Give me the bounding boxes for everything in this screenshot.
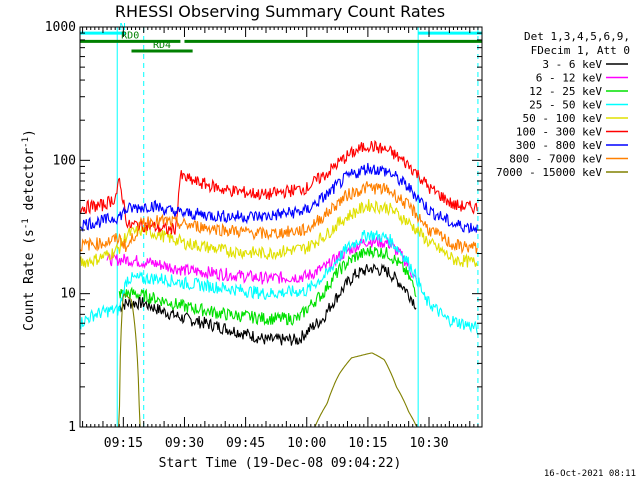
chart-title: RHESSI Observing Summary Count Rates <box>115 2 445 21</box>
legend-entry-1: 6 - 12 keV <box>536 72 603 85</box>
series-line-1 <box>106 235 417 285</box>
series-line-7 <box>79 181 478 255</box>
annotation-bar-label-2: RD0 <box>121 30 139 41</box>
x-axis-label: Start Time (19-Dec-08 09:04:22) <box>159 456 402 471</box>
x-tick-label-2: 09:45 <box>226 436 265 451</box>
series-line-8 <box>80 293 417 428</box>
series-line-5 <box>79 139 478 235</box>
y-axis-label-part2: detector <box>22 148 37 219</box>
y-tick-label-2: 100 <box>53 153 76 168</box>
legend-header-0: Det 1,3,4,5,6,9, <box>524 30 630 43</box>
legend-entry-2: 12 - 25 keV <box>529 85 602 98</box>
y-axis-label-part1: Count Rate (s <box>22 229 37 331</box>
legend-entry-3: 25 - 50 keV <box>529 99 602 112</box>
annotation-bar-label-0: N <box>120 22 126 33</box>
y-tick-label-3: 1000 <box>45 20 76 35</box>
x-tick-label-3: 10:00 <box>287 436 326 451</box>
legend-entry-5: 100 - 300 keV <box>516 126 602 139</box>
series-line-0 <box>118 263 417 346</box>
annotation-bar-label-4: RD4 <box>153 40 171 51</box>
legend-entry-0: 3 - 6 keV <box>542 58 602 71</box>
y-tick-label-0: 1 <box>68 420 76 435</box>
series-line-2 <box>118 246 417 326</box>
series-line-3 <box>79 229 478 334</box>
x-tick-label-1: 09:30 <box>165 436 204 451</box>
axes: 1 10 100 1000 09:15 09:30 09:45 10:00 10:15 10:30 <box>45 20 483 451</box>
y-axis-label: Count Rate (s-1 detector-1) <box>21 129 37 331</box>
x-tick-label-5: 10:30 <box>409 436 448 451</box>
footer-date: 16-Oct-2021 08:11 <box>544 469 636 479</box>
x-tick-label-4: 10:15 <box>348 436 387 451</box>
legend: Det 1,3,4,5,6,9,FDecim 1, Att 03 - 6 keV… <box>496 30 630 179</box>
y-axis-label-part3: ) <box>22 129 37 137</box>
legend-entry-7: 800 - 7000 keV <box>509 153 602 166</box>
legend-entry-6: 300 - 800 keV <box>516 139 602 152</box>
y-tick-label-1: 10 <box>60 287 76 302</box>
legend-header-1: FDecim 1, Att 0 <box>531 44 630 57</box>
series-line-4 <box>79 199 478 268</box>
plot-frame <box>79 26 483 428</box>
legend-entry-8: 7000 - 15000 keV <box>496 166 602 179</box>
x-tick-label-0: 09:15 <box>104 436 143 451</box>
series-line-6 <box>79 162 478 234</box>
legend-entry-4: 50 - 100 keV <box>523 112 603 125</box>
y-axis-label-sup1: -1 <box>21 218 31 229</box>
y-axis-label-sup2: -1 <box>21 137 31 148</box>
